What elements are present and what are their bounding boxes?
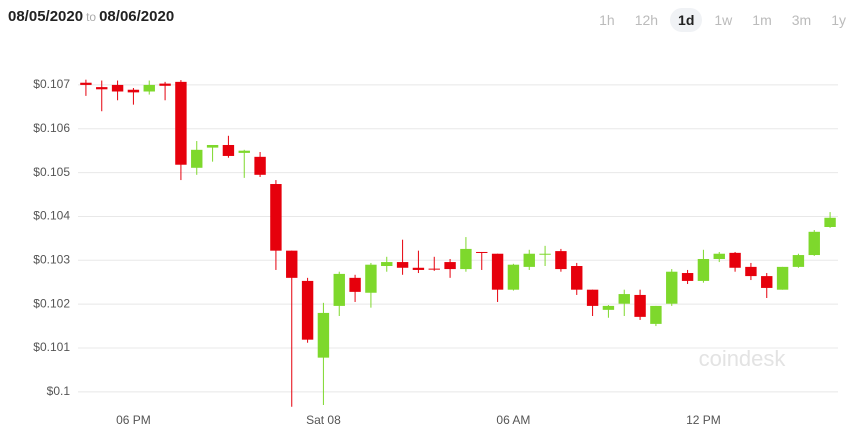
candle-body xyxy=(222,144,235,156)
range-button[interactable]: 1h xyxy=(599,12,615,28)
candle-body xyxy=(792,255,805,267)
candle-body xyxy=(460,248,472,270)
candle-body xyxy=(175,81,187,165)
candle-body xyxy=(491,253,504,290)
candle-body xyxy=(191,149,203,168)
candle-body xyxy=(776,266,789,290)
candle-body xyxy=(412,267,425,270)
y-tick-label: $0.104 xyxy=(33,209,70,223)
candle-body xyxy=(808,231,820,256)
candle-body xyxy=(317,312,330,358)
candle-body xyxy=(507,264,520,290)
candle-body xyxy=(80,82,92,85)
x-tick-label: 06 AM xyxy=(496,413,530,427)
range-button[interactable]: 1w xyxy=(714,12,733,28)
candle-body xyxy=(428,268,440,270)
date-separator: to xyxy=(86,10,97,24)
candle-body xyxy=(301,280,314,340)
x-tick-label: 12 PM xyxy=(686,413,721,427)
candle-body xyxy=(571,266,583,290)
candle-body xyxy=(96,87,108,90)
candle-body xyxy=(143,84,155,92)
y-tick-label: $0.102 xyxy=(33,296,70,310)
date-to: 08/06/2020 xyxy=(99,8,175,25)
candle-body xyxy=(745,266,757,277)
candle-body xyxy=(238,150,250,153)
candle-body xyxy=(729,252,741,268)
candle-body xyxy=(602,305,615,310)
range-selector: 1h 12h 1d 1w 1m 3m 1y xyxy=(591,8,854,32)
candle-body xyxy=(618,294,630,304)
y-tick-label: $0.107 xyxy=(33,77,70,91)
range-button[interactable]: 1d xyxy=(670,8,703,32)
y-tick-label: $0.103 xyxy=(33,252,70,266)
candle-body xyxy=(206,144,219,148)
range-button[interactable]: 1m xyxy=(752,12,772,28)
candle-body xyxy=(539,253,551,255)
y-tick-label: $0.105 xyxy=(33,165,70,179)
y-tick-label: $0.106 xyxy=(33,121,70,135)
candle-body xyxy=(365,264,377,293)
candle-body xyxy=(523,253,535,267)
candle-body xyxy=(254,156,266,175)
range-button[interactable]: 3m xyxy=(791,12,812,28)
candle-body xyxy=(444,262,456,270)
range-button[interactable]: 1y xyxy=(831,12,846,28)
candle-body xyxy=(159,83,171,86)
candle-body xyxy=(476,251,488,253)
candle-body xyxy=(634,294,646,317)
candle-body xyxy=(824,217,836,227)
range-button[interactable]: 12h xyxy=(634,12,659,28)
y-tick-label: $0.101 xyxy=(33,340,70,354)
candle-body xyxy=(381,262,393,267)
candle-body xyxy=(270,184,282,251)
candle-body xyxy=(396,262,409,268)
date-from: 08/05/2020 xyxy=(8,8,84,25)
x-tick-label: Sat 08 xyxy=(306,413,341,427)
candle-body xyxy=(555,251,567,270)
watermark: coindesk xyxy=(699,346,787,371)
candle-body xyxy=(650,305,662,324)
x-tick-label: 06 PM xyxy=(116,413,151,427)
candle-body xyxy=(713,253,725,259)
candle-body xyxy=(697,258,710,281)
candle-body xyxy=(666,271,678,304)
candle-body xyxy=(349,277,361,292)
y-tick-label: $0.1 xyxy=(47,384,71,398)
date-range: 08/05/2020 to 08/06/2020 xyxy=(8,8,174,25)
candle-body xyxy=(333,273,345,306)
candle-body xyxy=(111,84,124,92)
candle-body xyxy=(761,276,773,288)
candle-body xyxy=(586,289,599,306)
candle-body xyxy=(286,250,298,278)
candle-body xyxy=(127,89,140,93)
candle-body xyxy=(681,273,694,281)
